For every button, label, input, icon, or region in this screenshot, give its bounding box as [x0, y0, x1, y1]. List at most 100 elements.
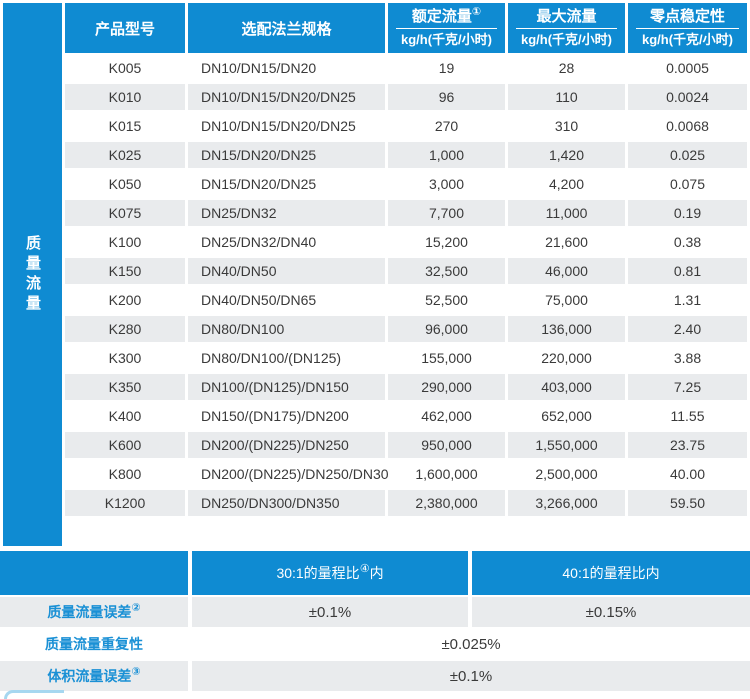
rated-flow-cell: 3,000 [388, 169, 505, 198]
mass-flow-error-40: ±0.15% [472, 597, 750, 627]
footnote-1-marker: ① [471, 6, 482, 18]
max-flow-cell: 1,420 [508, 140, 625, 169]
zero-stability-cell: 7.25 [628, 372, 747, 401]
rated-flow-cell: 950,000 [388, 430, 505, 459]
table-row: K025 DN15/DN20/DN25 1,000 1,420 0.025 [65, 140, 747, 169]
model-cell: K1200 [65, 488, 185, 517]
mass-flow-error-30: ±0.1% [192, 597, 468, 627]
max-flow-unit: kg/h(千克/小时) [521, 32, 612, 47]
zero-stability-cell: 11.55 [628, 401, 747, 430]
column-header-max-flow: 最大流量 kg/h(千克/小时) [508, 3, 625, 53]
model-cell: K010 [65, 82, 185, 111]
table-row: K075 DN25/DN32 7,700 11,000 0.19 [65, 198, 747, 227]
table-row: K400 DN150/(DN175)/DN200 462,000 652,000 11.… [65, 401, 747, 430]
rated-flow-unit: kg/h(千克/小时) [401, 32, 492, 47]
flange-cell: DN15/DN20/DN25 [188, 140, 385, 169]
max-flow-cell: 3,266,000 [508, 488, 625, 517]
max-flow-cell: 220,000 [508, 343, 625, 372]
rated-flow-cell: 19 [388, 53, 505, 82]
footnote-4-marker: ④ [359, 562, 370, 575]
model-cell: K200 [65, 285, 185, 314]
max-flow-cell: 21,600 [508, 227, 625, 256]
column-header-model: 产品型号 [65, 3, 185, 53]
volume-flow-error-label: 体积流量误差 ③ [0, 661, 188, 691]
model-cell: K800 [65, 459, 185, 488]
zero-stability-cell: 23.75 [628, 430, 747, 459]
flange-cell: DN200/(DN225)/DN250/DN300 [188, 459, 396, 488]
model-cell: K600 [65, 430, 185, 459]
flange-cell: DN40/DN50 [188, 256, 385, 285]
max-flow-cell: 11,000 [508, 198, 625, 227]
table-row: K280 DN80/DN100 96,000 136,000 2.40 [65, 314, 747, 343]
table-row: K100 DN25/DN32/DN40 15,200 21,600 0.38 [65, 227, 747, 256]
turndown-header-row: 30:1的量程比 ④ 内 40:1的量程比内 [0, 551, 750, 595]
model-cell: K050 [65, 169, 185, 198]
zero-stability-cell: 0.075 [628, 169, 747, 198]
model-cell: K100 [65, 227, 185, 256]
flange-cell: DN100/(DN125)/DN150 [188, 372, 385, 401]
volume-flow-error-value: ±0.1% [192, 661, 750, 691]
flange-cell: DN200/(DN225)/DN250 [188, 430, 385, 459]
flange-cell: DN10/DN15/DN20 [188, 53, 385, 82]
zero-stability-cell: 40.00 [628, 459, 747, 488]
rated-flow-cell: 52,500 [388, 285, 505, 314]
max-flow-cell: 136,000 [508, 314, 625, 343]
flange-cell: DN250/DN300/DN350 [188, 488, 385, 517]
table-row: K300 DN80/DN100/(DN125) 155,000 220,000 3.88 [65, 343, 747, 372]
model-cell: K025 [65, 140, 185, 169]
footnote-3-marker: ③ [131, 665, 141, 678]
max-flow-cell: 28 [508, 53, 625, 82]
max-flow-cell: 2,500,000 [508, 459, 625, 488]
zero-stability-cell: 0.0024 [628, 82, 747, 111]
mass-flow-repeatability-label: 质量流量重复性 [0, 629, 188, 659]
model-cell: K400 [65, 401, 185, 430]
mass-flow-error-row: 质量流量误差 ② ±0.1% ±0.15% [0, 597, 750, 627]
rated-flow-cell: 96 [388, 82, 505, 111]
flange-cell: DN25/DN32/DN40 [188, 227, 385, 256]
column-header-rated-flow: 额定流量① kg/h(千克/小时) [388, 3, 505, 53]
zero-stability-cell: 0.0005 [628, 53, 747, 82]
mass-flow-repeatability-value: ±0.025% [192, 629, 750, 659]
zero-stability-cell: 2.40 [628, 314, 747, 343]
table-header: 产品型号 选配法兰规格 额定流量① kg/h(千克/小时) 最大流量 kg/h(… [65, 3, 747, 53]
turndown-30-header: 30:1的量程比 ④ 内 [192, 551, 468, 595]
table-row: K005 DN10/DN15/DN20 19 28 0.0005 [65, 53, 747, 82]
max-flow-cell: 46,000 [508, 256, 625, 285]
table-row: K800 DN200/(DN225)/DN250/DN300 1,600,000 2,… [65, 459, 747, 488]
table-row: K050 DN15/DN20/DN25 3,000 4,200 0.075 [65, 169, 747, 198]
volume-flow-error-row: 体积流量误差 ③ ±0.1% [0, 661, 750, 691]
model-cell: K015 [65, 111, 185, 140]
flange-cell: DN10/DN15/DN20/DN25 [188, 111, 385, 140]
rated-flow-cell: 1,600,000 [388, 459, 505, 488]
table-row: K1200 DN250/DN300/DN350 2,380,000 3,266,000… [65, 488, 747, 517]
column-header-zero-stability: 零点稳定性 kg/h(千克/小时) [628, 3, 747, 53]
rated-flow-cell: 270 [388, 111, 505, 140]
zero-stability-cell: 0.19 [628, 198, 747, 227]
flange-cell: DN80/DN100 [188, 314, 385, 343]
max-flow-cell: 403,000 [508, 372, 625, 401]
flange-cell: DN15/DN20/DN25 [188, 169, 385, 198]
max-flow-cell: 652,000 [508, 401, 625, 430]
max-flow-cell: 1,550,000 [508, 430, 625, 459]
zero-stability-cell: 1.31 [628, 285, 747, 314]
rated-flow-cell: 1,000 [388, 140, 505, 169]
mass-flow-error-label: 质量流量误差 ② [0, 597, 188, 627]
model-cell: K280 [65, 314, 185, 343]
rated-flow-cell: 462,000 [388, 401, 505, 430]
max-flow-cell: 75,000 [508, 285, 625, 314]
turndown-header-spacer [0, 551, 188, 595]
model-cell: K300 [65, 343, 185, 372]
rated-flow-cell: 15,200 [388, 227, 505, 256]
rated-flow-cell: 7,700 [388, 198, 505, 227]
corner-decoration [4, 690, 64, 699]
zero-stability-unit: kg/h(千克/小时) [642, 32, 733, 47]
zero-stability-cell: 0.025 [628, 140, 747, 169]
zero-stability-cell: 0.81 [628, 256, 747, 285]
zero-stability-cell: 59.50 [628, 488, 747, 517]
table-row: K200 DN40/DN50/DN65 52,500 75,000 1.31 [65, 285, 747, 314]
accuracy-section: 30:1的量程比 ④ 内 40:1的量程比内 质量流量误差 ② ±0.1% ±0.15… [0, 551, 750, 691]
turndown-40-header: 40:1的量程比内 [472, 551, 750, 595]
table-row: K010 DN10/DN15/DN20/DN25 96 110 0.0024 [65, 82, 747, 111]
footnote-2-marker: ② [131, 601, 141, 614]
model-cell: K150 [65, 256, 185, 285]
